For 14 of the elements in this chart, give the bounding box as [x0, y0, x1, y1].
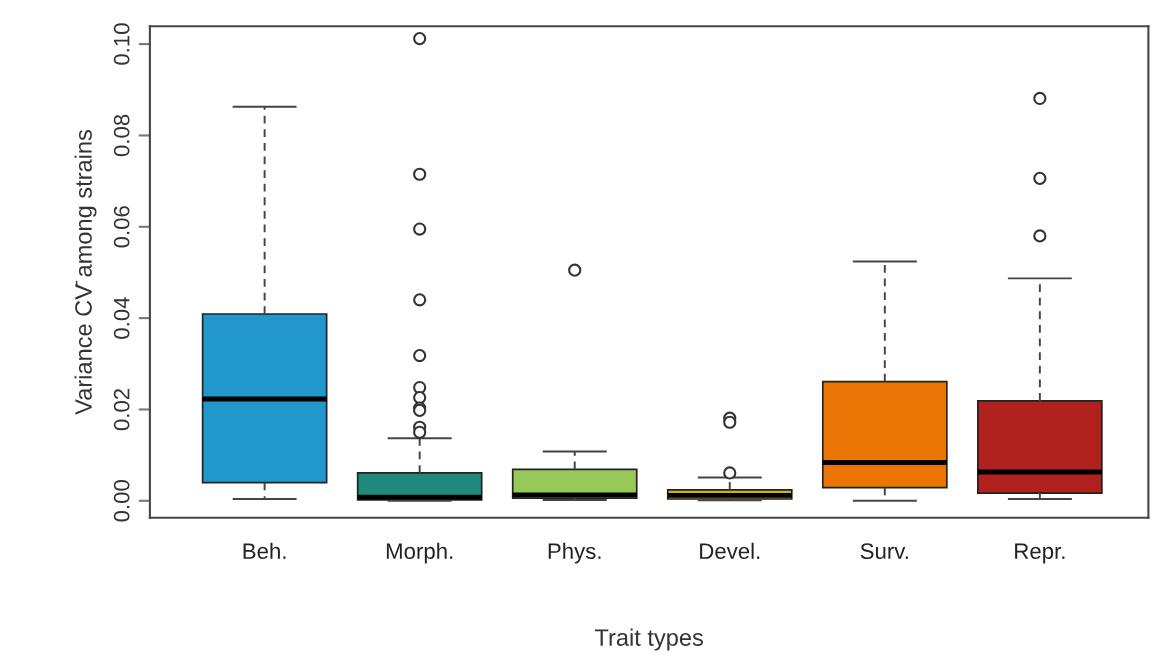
y-tick-label: 0.02 [113, 388, 130, 431]
y-tick-label: 0.10 [113, 23, 130, 65]
y-tick-label: 0.04 [113, 297, 130, 339]
x-tick-label: Beh. [243, 542, 286, 560]
x-tick-label: Surv. [860, 543, 908, 560]
y-tick-label: 0.06 [113, 206, 130, 248]
x-tick-label: Morph. [386, 542, 453, 564]
x-tick-label: Repr. [1015, 543, 1065, 564]
x-tick-label: Devel. [700, 542, 760, 560]
x-axis-title: Trait types [595, 628, 703, 651]
y-tick-label: 0.08 [113, 114, 130, 157]
y-axis-title: Variance CV̄ among strains [74, 130, 97, 415]
y-tick-label: 0.00 [113, 480, 130, 522]
x-tick-label: Phys. [548, 542, 601, 564]
